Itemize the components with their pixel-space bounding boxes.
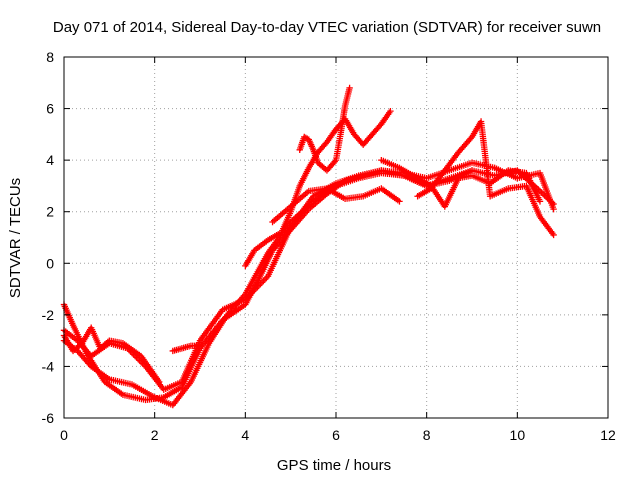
data-point (550, 231, 557, 239)
series-track-4 (242, 107, 394, 270)
axis-ticks: 0 2 4 6 8 10 12 -6 -4 -2 0 2 4 6 8 (42, 49, 616, 443)
data-point (536, 198, 544, 205)
data-point (346, 84, 353, 92)
y-tick-label-5: 4 (46, 152, 54, 168)
data-point (396, 198, 403, 205)
series-track-10 (169, 342, 204, 355)
data-point (156, 378, 163, 386)
data-point (196, 342, 204, 349)
x-tick-label-1: 2 (151, 427, 159, 443)
data-point (550, 200, 557, 208)
y-axis-label: SDTVAR / TECUs (7, 178, 24, 298)
x-axis-label: GPS time / hours (277, 457, 391, 474)
data-point (387, 107, 394, 115)
x-tick-label-2: 4 (241, 427, 249, 443)
x-tick-label-0: 0 (60, 427, 68, 443)
series-track-7 (414, 118, 557, 239)
series-track-6 (269, 185, 403, 226)
x-tick-label-6: 12 (600, 427, 616, 443)
y-tick-label-3: 0 (46, 255, 54, 271)
y-tick-label-4: 2 (46, 204, 54, 220)
y-tick-label-7: 8 (46, 49, 54, 65)
x-tick-label-4: 8 (423, 427, 431, 443)
y-tick-label-2: -2 (42, 307, 55, 323)
series-track-5 (296, 84, 353, 174)
x-tick-label-5: 10 (510, 427, 526, 443)
data-point (331, 158, 338, 165)
x-tick-label-3: 6 (332, 427, 340, 443)
series-track-8 (378, 156, 544, 210)
data-points (60, 84, 557, 409)
y-tick-label-0: -6 (42, 410, 55, 426)
y-tick-label-6: 6 (46, 101, 54, 117)
y-tick-label-1: -4 (42, 358, 55, 374)
chart-title: Day 071 of 2014, Sidereal Day-to-day VTE… (53, 19, 601, 36)
